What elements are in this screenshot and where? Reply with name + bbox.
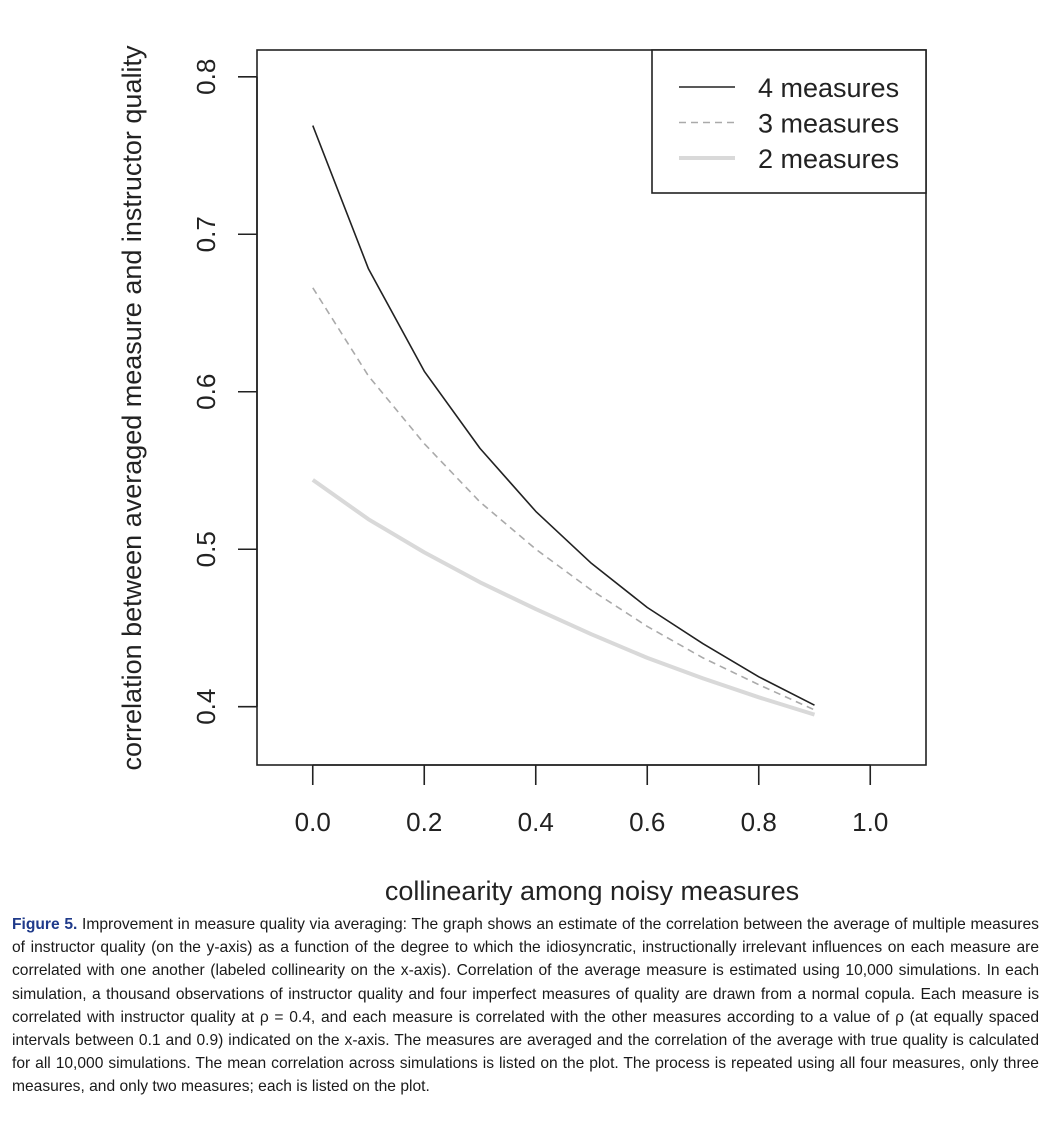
legend-label-4-measures: 4 measures xyxy=(758,73,899,103)
legend: 4 measures 3 measures 2 measures xyxy=(651,49,927,194)
legend-label-3-measures: 3 measures xyxy=(758,109,899,139)
y-axis-label: correlation between averaged measure and… xyxy=(117,45,147,770)
x-tick-label: 0.4 xyxy=(518,807,554,837)
x-tick-label: 0.0 xyxy=(295,807,331,837)
series-layer xyxy=(311,125,816,717)
figure-caption: Figure 5. Improvement in measure quality… xyxy=(12,913,1039,1099)
y-tick-label: 0.5 xyxy=(191,531,221,567)
y-axis: 0.4 0.5 0.6 0.7 0.8 xyxy=(191,59,258,725)
x-tick-label: 1.0 xyxy=(852,807,888,837)
series-line-3-measures xyxy=(312,287,815,711)
caption-text: Improvement in measure quality via avera… xyxy=(12,916,1039,1096)
legend-box xyxy=(651,49,927,194)
x-tick-label: 0.6 xyxy=(629,807,665,837)
y-tick-label: 0.7 xyxy=(191,216,221,252)
x-axis: 0.0 0.2 0.4 0.6 0.8 1.0 xyxy=(295,764,888,837)
series-line-4-measures xyxy=(312,125,815,706)
x-axis-label: collinearity among noisy measures xyxy=(385,876,799,905)
figure-label: Figure 5. xyxy=(12,916,78,933)
x-tick-label: 0.8 xyxy=(741,807,777,837)
y-tick-label: 0.4 xyxy=(191,689,221,725)
series-line-2-measures xyxy=(311,478,816,717)
line-chart: 0.0 0.2 0.4 0.6 0.8 1.0 0.4 0.5 0.6 0.7 0.8 4 mea… xyxy=(117,45,927,905)
legend-label-2-measures: 2 measures xyxy=(758,144,899,174)
x-tick-label: 0.2 xyxy=(406,807,442,837)
y-tick-label: 0.8 xyxy=(191,59,221,95)
y-tick-label: 0.6 xyxy=(191,374,221,410)
